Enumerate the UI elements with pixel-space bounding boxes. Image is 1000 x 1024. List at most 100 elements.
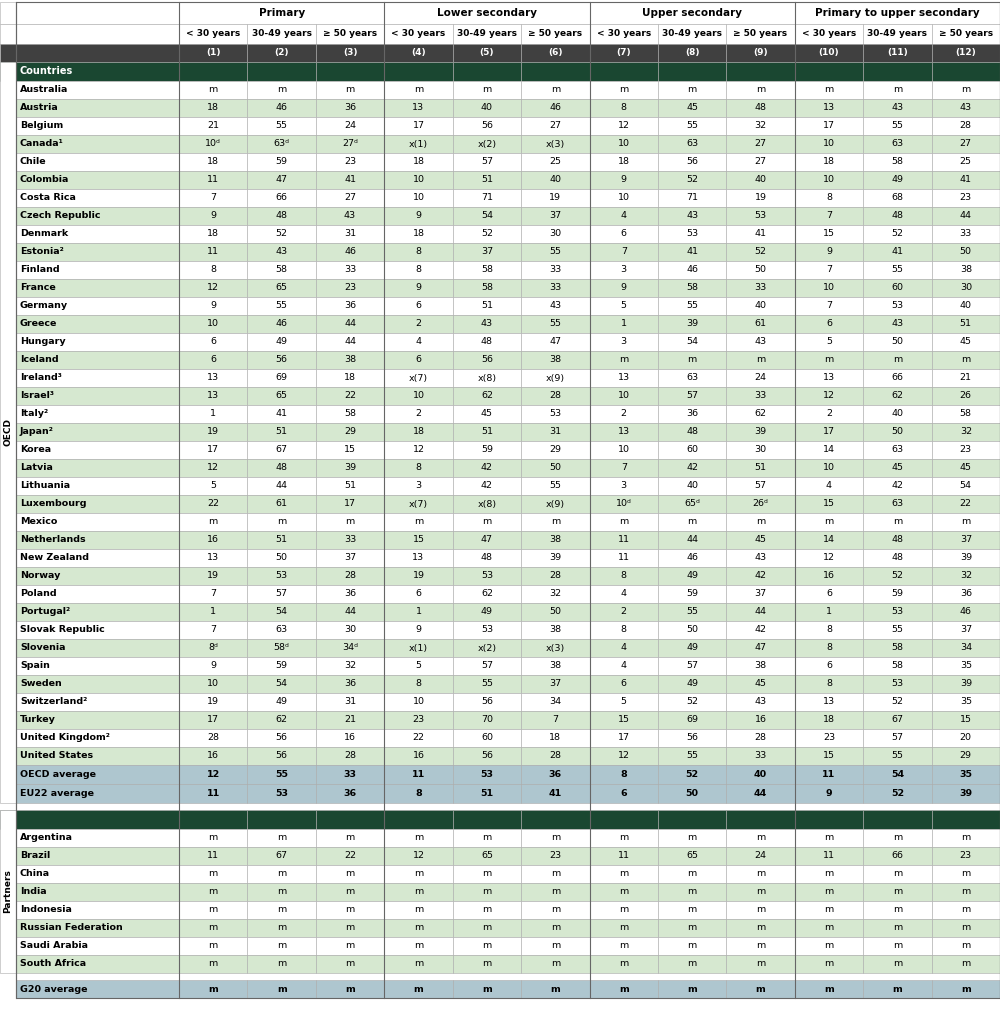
- Text: m: m: [209, 959, 218, 969]
- Text: 53: 53: [686, 229, 698, 239]
- Text: 40: 40: [686, 481, 698, 490]
- Text: m: m: [688, 517, 697, 526]
- Bar: [658, 189, 726, 207]
- Text: 10: 10: [618, 194, 630, 203]
- Bar: [590, 847, 658, 865]
- Bar: [179, 44, 247, 62]
- Bar: [521, 883, 590, 901]
- Text: 57: 57: [481, 662, 493, 671]
- Bar: [247, 980, 316, 998]
- Text: 48: 48: [891, 536, 903, 545]
- Bar: [590, 865, 658, 883]
- Bar: [658, 711, 726, 729]
- Bar: [863, 883, 932, 901]
- Bar: [0, 810, 16, 973]
- Bar: [16, 225, 179, 243]
- Text: 63: 63: [686, 139, 698, 148]
- Bar: [590, 901, 658, 919]
- Bar: [179, 549, 247, 567]
- Text: 43: 43: [344, 212, 356, 220]
- Bar: [316, 729, 384, 746]
- Text: x(8): x(8): [477, 500, 496, 509]
- Text: 57: 57: [686, 662, 698, 671]
- Bar: [863, 351, 932, 369]
- Text: m: m: [209, 85, 218, 94]
- Bar: [384, 351, 453, 369]
- Bar: [658, 99, 726, 117]
- Text: m: m: [482, 924, 492, 933]
- Bar: [453, 919, 521, 937]
- Bar: [316, 153, 384, 171]
- Bar: [384, 746, 453, 765]
- Bar: [316, 261, 384, 279]
- Bar: [795, 639, 863, 657]
- Text: 22: 22: [207, 500, 219, 509]
- Bar: [521, 81, 590, 99]
- Text: 58: 58: [344, 410, 356, 419]
- Bar: [590, 639, 658, 657]
- Bar: [16, 784, 179, 803]
- Text: 4: 4: [621, 590, 627, 598]
- Bar: [590, 441, 658, 459]
- Text: 10: 10: [618, 391, 630, 400]
- Text: Israel³: Israel³: [20, 391, 54, 400]
- Text: 38: 38: [960, 265, 972, 274]
- Bar: [247, 829, 316, 847]
- Text: 45: 45: [891, 464, 903, 472]
- Text: 23: 23: [344, 284, 356, 293]
- Text: 26ᵈ: 26ᵈ: [753, 500, 768, 509]
- Text: EU22 average: EU22 average: [20, 790, 94, 798]
- Bar: [179, 585, 247, 603]
- Bar: [384, 585, 453, 603]
- Text: 30: 30: [344, 626, 356, 635]
- Text: 6: 6: [210, 355, 216, 365]
- Bar: [795, 261, 863, 279]
- Bar: [453, 883, 521, 901]
- Text: m: m: [688, 869, 697, 879]
- Text: 55: 55: [686, 607, 698, 616]
- Text: Denmark: Denmark: [20, 229, 68, 239]
- Text: 51: 51: [480, 790, 493, 798]
- Bar: [932, 423, 1000, 441]
- Bar: [521, 765, 590, 784]
- Bar: [521, 901, 590, 919]
- Bar: [316, 865, 384, 883]
- Text: Spain: Spain: [20, 662, 50, 671]
- Bar: [521, 459, 590, 477]
- Text: m: m: [961, 984, 971, 993]
- Text: 56: 56: [276, 752, 288, 761]
- Bar: [16, 243, 179, 261]
- Bar: [795, 495, 863, 513]
- Bar: [863, 24, 932, 44]
- Bar: [384, 919, 453, 937]
- Text: 13: 13: [618, 427, 630, 436]
- Text: m: m: [551, 941, 560, 950]
- Bar: [179, 865, 247, 883]
- Text: 4: 4: [621, 212, 627, 220]
- Bar: [453, 937, 521, 955]
- Bar: [16, 387, 179, 406]
- Text: m: m: [824, 888, 834, 896]
- Bar: [795, 441, 863, 459]
- Bar: [247, 531, 316, 549]
- Text: United States: United States: [20, 752, 93, 761]
- Bar: [16, 621, 179, 639]
- Bar: [453, 865, 521, 883]
- Text: 7: 7: [210, 626, 216, 635]
- Text: 44: 44: [276, 481, 288, 490]
- Text: m: m: [756, 905, 765, 914]
- Bar: [658, 746, 726, 765]
- Text: 9: 9: [621, 284, 627, 293]
- Bar: [795, 117, 863, 135]
- Bar: [316, 315, 384, 333]
- Bar: [521, 261, 590, 279]
- Text: 19: 19: [549, 194, 561, 203]
- Bar: [932, 261, 1000, 279]
- Bar: [521, 24, 590, 44]
- Text: 50: 50: [891, 427, 903, 436]
- Text: 17: 17: [618, 733, 630, 742]
- Bar: [521, 171, 590, 189]
- Bar: [316, 225, 384, 243]
- Bar: [16, 955, 179, 973]
- Text: 48: 48: [276, 464, 288, 472]
